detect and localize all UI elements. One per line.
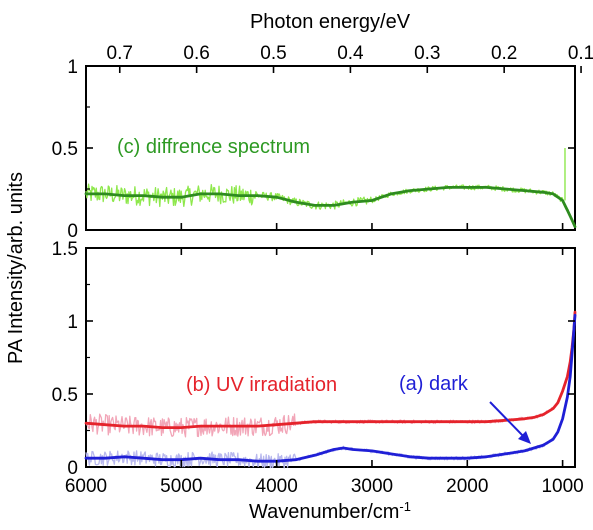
series-b-line — [84, 310, 577, 429]
series-a-noise — [85, 339, 574, 469]
upper-y-tick-label: 0 — [67, 221, 78, 242]
lower-y-tick-label: 1 — [67, 312, 78, 333]
upper-y-tick-label: 0.5 — [52, 139, 78, 160]
lower-y-tick-label: 0.5 — [52, 385, 78, 406]
series-a-line — [84, 313, 577, 463]
tick-labels-layer: 6000 5000 4000 3000 2000 1000 0.7 0.6 0.5 0.4 0.3 0… — [52, 43, 593, 497]
annotation-b: (b) UV irradiation — [186, 374, 337, 396]
series-c-line — [84, 186, 577, 229]
top-x-tick-label: 0.2 — [491, 43, 517, 64]
bottom-x-tick-label: 1000 — [541, 476, 583, 497]
upper-lines-layer — [84, 186, 577, 229]
bottom-x-tick-label: 4000 — [256, 476, 298, 497]
upper-noise-layer — [85, 148, 574, 223]
top-x-tick-label: 0.7 — [107, 43, 133, 64]
lower-y-tick-label: 0 — [67, 458, 78, 479]
lower-y-tick-label: 1.5 — [52, 239, 78, 260]
ticks-layer — [85, 65, 582, 468]
top-axis-title: Photon energy/eV — [250, 11, 411, 33]
bottom-x-tick-label: 5000 — [160, 476, 202, 497]
y-axis-title: PA Intensity/arb. units — [5, 172, 27, 364]
lower-lines-layer — [84, 310, 577, 463]
bottom-axis-title: Wavenumber/cm-1 — [249, 499, 411, 523]
top-x-tick-label: 0.1 — [568, 43, 593, 64]
bottom-x-tick-label: 3000 — [351, 476, 393, 497]
bottom-x-tick-label: 2000 — [446, 476, 488, 497]
annotation-c: (c) diffrence spectrum — [117, 136, 310, 158]
lower-panel-frame — [85, 247, 576, 468]
upper-y-tick-label: 1 — [67, 57, 78, 78]
bottom-x-tick-label: 6000 — [65, 476, 107, 497]
annotation-arrow-shaft — [489, 401, 527, 440]
bottom-axis-title-sup: -1 — [399, 499, 411, 514]
top-x-tick-label: 0.6 — [183, 43, 209, 64]
annotation-arrow-head — [518, 431, 531, 444]
top-x-tick-label: 0.5 — [260, 43, 286, 64]
top-x-tick-label: 0.3 — [414, 43, 440, 64]
annotation-a: (a) dark — [399, 373, 469, 395]
lower-noise-layer — [85, 336, 574, 469]
top-x-tick-label: 0.4 — [337, 43, 364, 64]
bottom-axis-title-main: Wavenumber/cm — [249, 501, 399, 523]
